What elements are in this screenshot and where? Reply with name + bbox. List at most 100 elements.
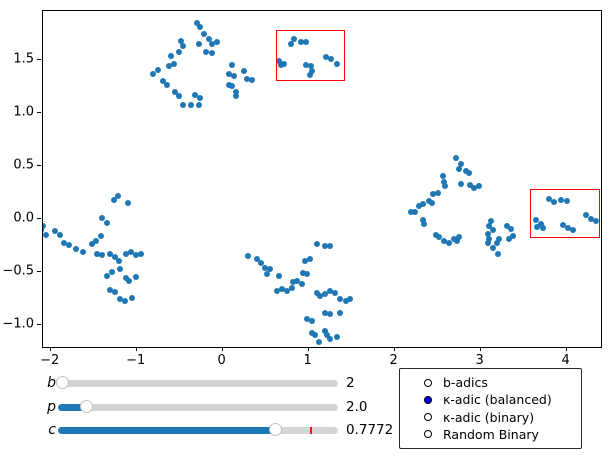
scatter-point [261, 264, 268, 271]
x-tick-mark [307, 347, 309, 351]
slider-init-marker [310, 426, 312, 434]
scatter-point [539, 225, 546, 232]
scatter-point [284, 287, 291, 294]
scatter-point [213, 38, 220, 45]
scatter-point [110, 196, 117, 203]
scatter-point [165, 63, 172, 70]
legend-label: Random Binary [443, 426, 539, 442]
scatter-point [545, 195, 552, 202]
scatter-point [454, 238, 461, 244]
scatter-point [440, 238, 447, 244]
scatter-point [276, 272, 283, 279]
scatter-point [303, 38, 310, 45]
scatter-point [457, 160, 464, 167]
scatter-point [229, 62, 236, 69]
scatter-point [569, 227, 576, 234]
y-tick-mark [37, 111, 41, 113]
scatter-point [412, 209, 419, 216]
scatter-point [303, 316, 310, 323]
x-tick-mark [479, 347, 481, 351]
scatter-point [230, 72, 237, 79]
scatter-point [72, 246, 79, 253]
scatter-point [197, 23, 204, 30]
slider-track-b[interactable] [55, 376, 338, 389]
slider-handle-b[interactable] [55, 376, 69, 389]
scatter-point [489, 227, 496, 234]
scatter-point [565, 225, 572, 232]
scatter-point [99, 251, 106, 258]
scatter-point [112, 253, 119, 260]
scatter-point [43, 223, 46, 230]
scatter-point [114, 193, 121, 200]
scatter-point [150, 70, 157, 77]
scatter-point [175, 92, 182, 99]
scatter-point [504, 223, 511, 230]
scatter-point [122, 250, 129, 257]
scatter-point [297, 38, 304, 45]
scatter-point [439, 173, 446, 180]
scatter-point [57, 231, 64, 238]
scatter-point [43, 231, 49, 238]
scatter-point [510, 232, 517, 239]
scatter-point [311, 332, 318, 339]
legend-item-kadic-balanced: κ-adic (balanced) [424, 392, 581, 408]
scatter-point [307, 256, 314, 263]
scatter-point [430, 191, 437, 198]
plot-area [42, 10, 602, 348]
scatter-point [103, 272, 110, 279]
scatter-point [470, 185, 477, 191]
scatter-point [426, 197, 433, 204]
scatter-point [280, 60, 287, 67]
scatter-point [273, 287, 280, 294]
legend-item-kadic-binary: κ-adic (binary) [424, 409, 581, 425]
scatter-point [163, 82, 170, 89]
x-tick-label: 1 [303, 353, 312, 368]
slider-value-p: 2.0 [346, 399, 368, 415]
slider-track-c[interactable] [58, 423, 338, 436]
scatter-point [322, 243, 328, 250]
scatter-point [303, 62, 310, 69]
slider-row-b: b 2 [0, 375, 614, 391]
scatter-point [337, 310, 344, 317]
scatter-point [132, 274, 139, 281]
scatter-point [456, 233, 463, 240]
scatter-point [52, 228, 59, 235]
slider-handle-p[interactable] [79, 400, 93, 413]
scatter-point [233, 92, 240, 99]
legend-item-random-binary: Random Binary [424, 426, 581, 442]
scatter-point [107, 250, 114, 257]
scatter-point [484, 230, 491, 237]
scatter-point [560, 222, 567, 229]
scatter-point [450, 235, 457, 242]
scatter-point [429, 199, 436, 206]
scatter-point [342, 298, 349, 305]
scatter-point [334, 334, 341, 341]
scatter-point [314, 289, 321, 296]
slider-row-c: c 0.7772 [0, 422, 614, 438]
open-circle-icon [424, 430, 432, 439]
scatter-point [299, 269, 306, 276]
slider-row-p: p 2.0 [0, 399, 614, 415]
slider-fill-c [58, 426, 275, 434]
scatter-point [290, 279, 297, 286]
legend-label: κ-adic (binary) [443, 409, 535, 425]
slider-track-p[interactable] [58, 400, 338, 413]
x-tick-label: 2 [389, 353, 398, 368]
scatter-point [187, 102, 194, 109]
scatter-point [309, 68, 316, 75]
y-tick-mark [37, 164, 41, 166]
scatter-point [195, 102, 202, 109]
scatter-point [241, 68, 248, 75]
scatter-point [328, 55, 335, 62]
scatter-point [192, 91, 199, 98]
scatter-point [248, 76, 255, 83]
scatter-point [205, 35, 212, 42]
highlight-box [276, 30, 346, 81]
scatter-point [203, 49, 210, 56]
scatter-point [89, 241, 95, 248]
scatter-point [112, 288, 119, 295]
scatter-point [197, 94, 204, 101]
y-tick-label: 1.0 [13, 104, 34, 120]
slider-handle-c[interactable] [268, 423, 282, 436]
scatter-point [257, 260, 264, 267]
